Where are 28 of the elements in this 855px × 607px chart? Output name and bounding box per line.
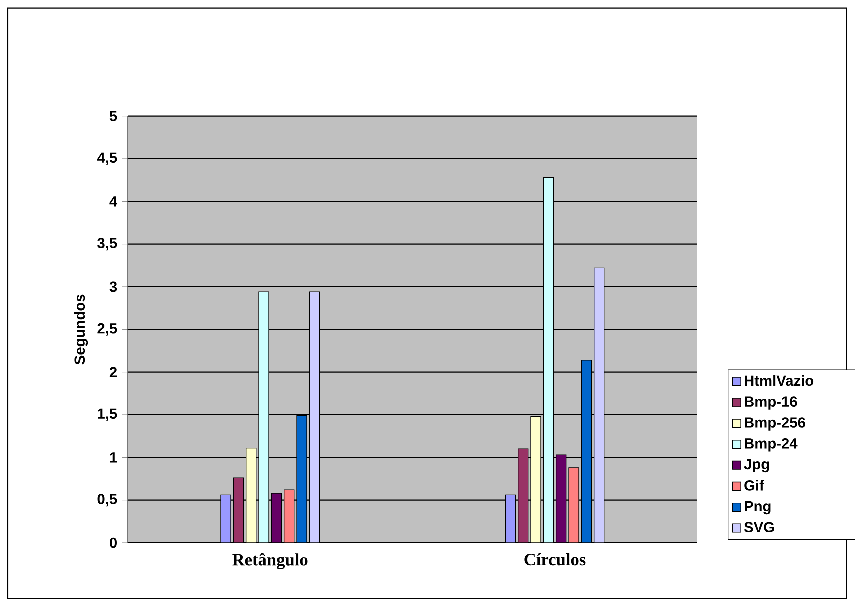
y-tick-label: 4 (110, 196, 118, 207)
y-tick-label: 5 (110, 111, 118, 122)
legend-label: Jpg (744, 459, 770, 473)
legend-label: SVG (744, 522, 774, 533)
legend-label: Gif (744, 480, 764, 491)
bar (556, 454, 567, 543)
y-tick-label: 0,5 (98, 494, 118, 507)
bar (518, 448, 529, 543)
y-tick-label: 0 (110, 538, 117, 548)
legend-label: Bmp-256 (745, 418, 806, 431)
legend-label: Bmp-24 (745, 438, 798, 452)
y-tick-label: 2,5 (98, 323, 118, 336)
legend-label: Png (745, 501, 771, 515)
x-tick-label: Retângulo (232, 553, 308, 570)
y-tick-label: 4,5 (97, 152, 118, 166)
x-tick-label: Círculos (524, 553, 586, 566)
bar (271, 493, 282, 543)
legend-label: Bmp-16 (745, 396, 798, 410)
legend-label: HtmlVazio (745, 375, 814, 386)
y-tick-label: 2 (110, 367, 118, 378)
y-tick-label: 3 (110, 282, 118, 292)
y-tick-label: 1,5 (98, 408, 118, 422)
y-tick-label: 3,5 (98, 238, 118, 251)
y-tick-label: 1 (110, 452, 118, 463)
bar (233, 478, 244, 543)
y-axis-title: Segundos (74, 294, 88, 365)
bar (246, 448, 257, 543)
bar (505, 494, 516, 543)
